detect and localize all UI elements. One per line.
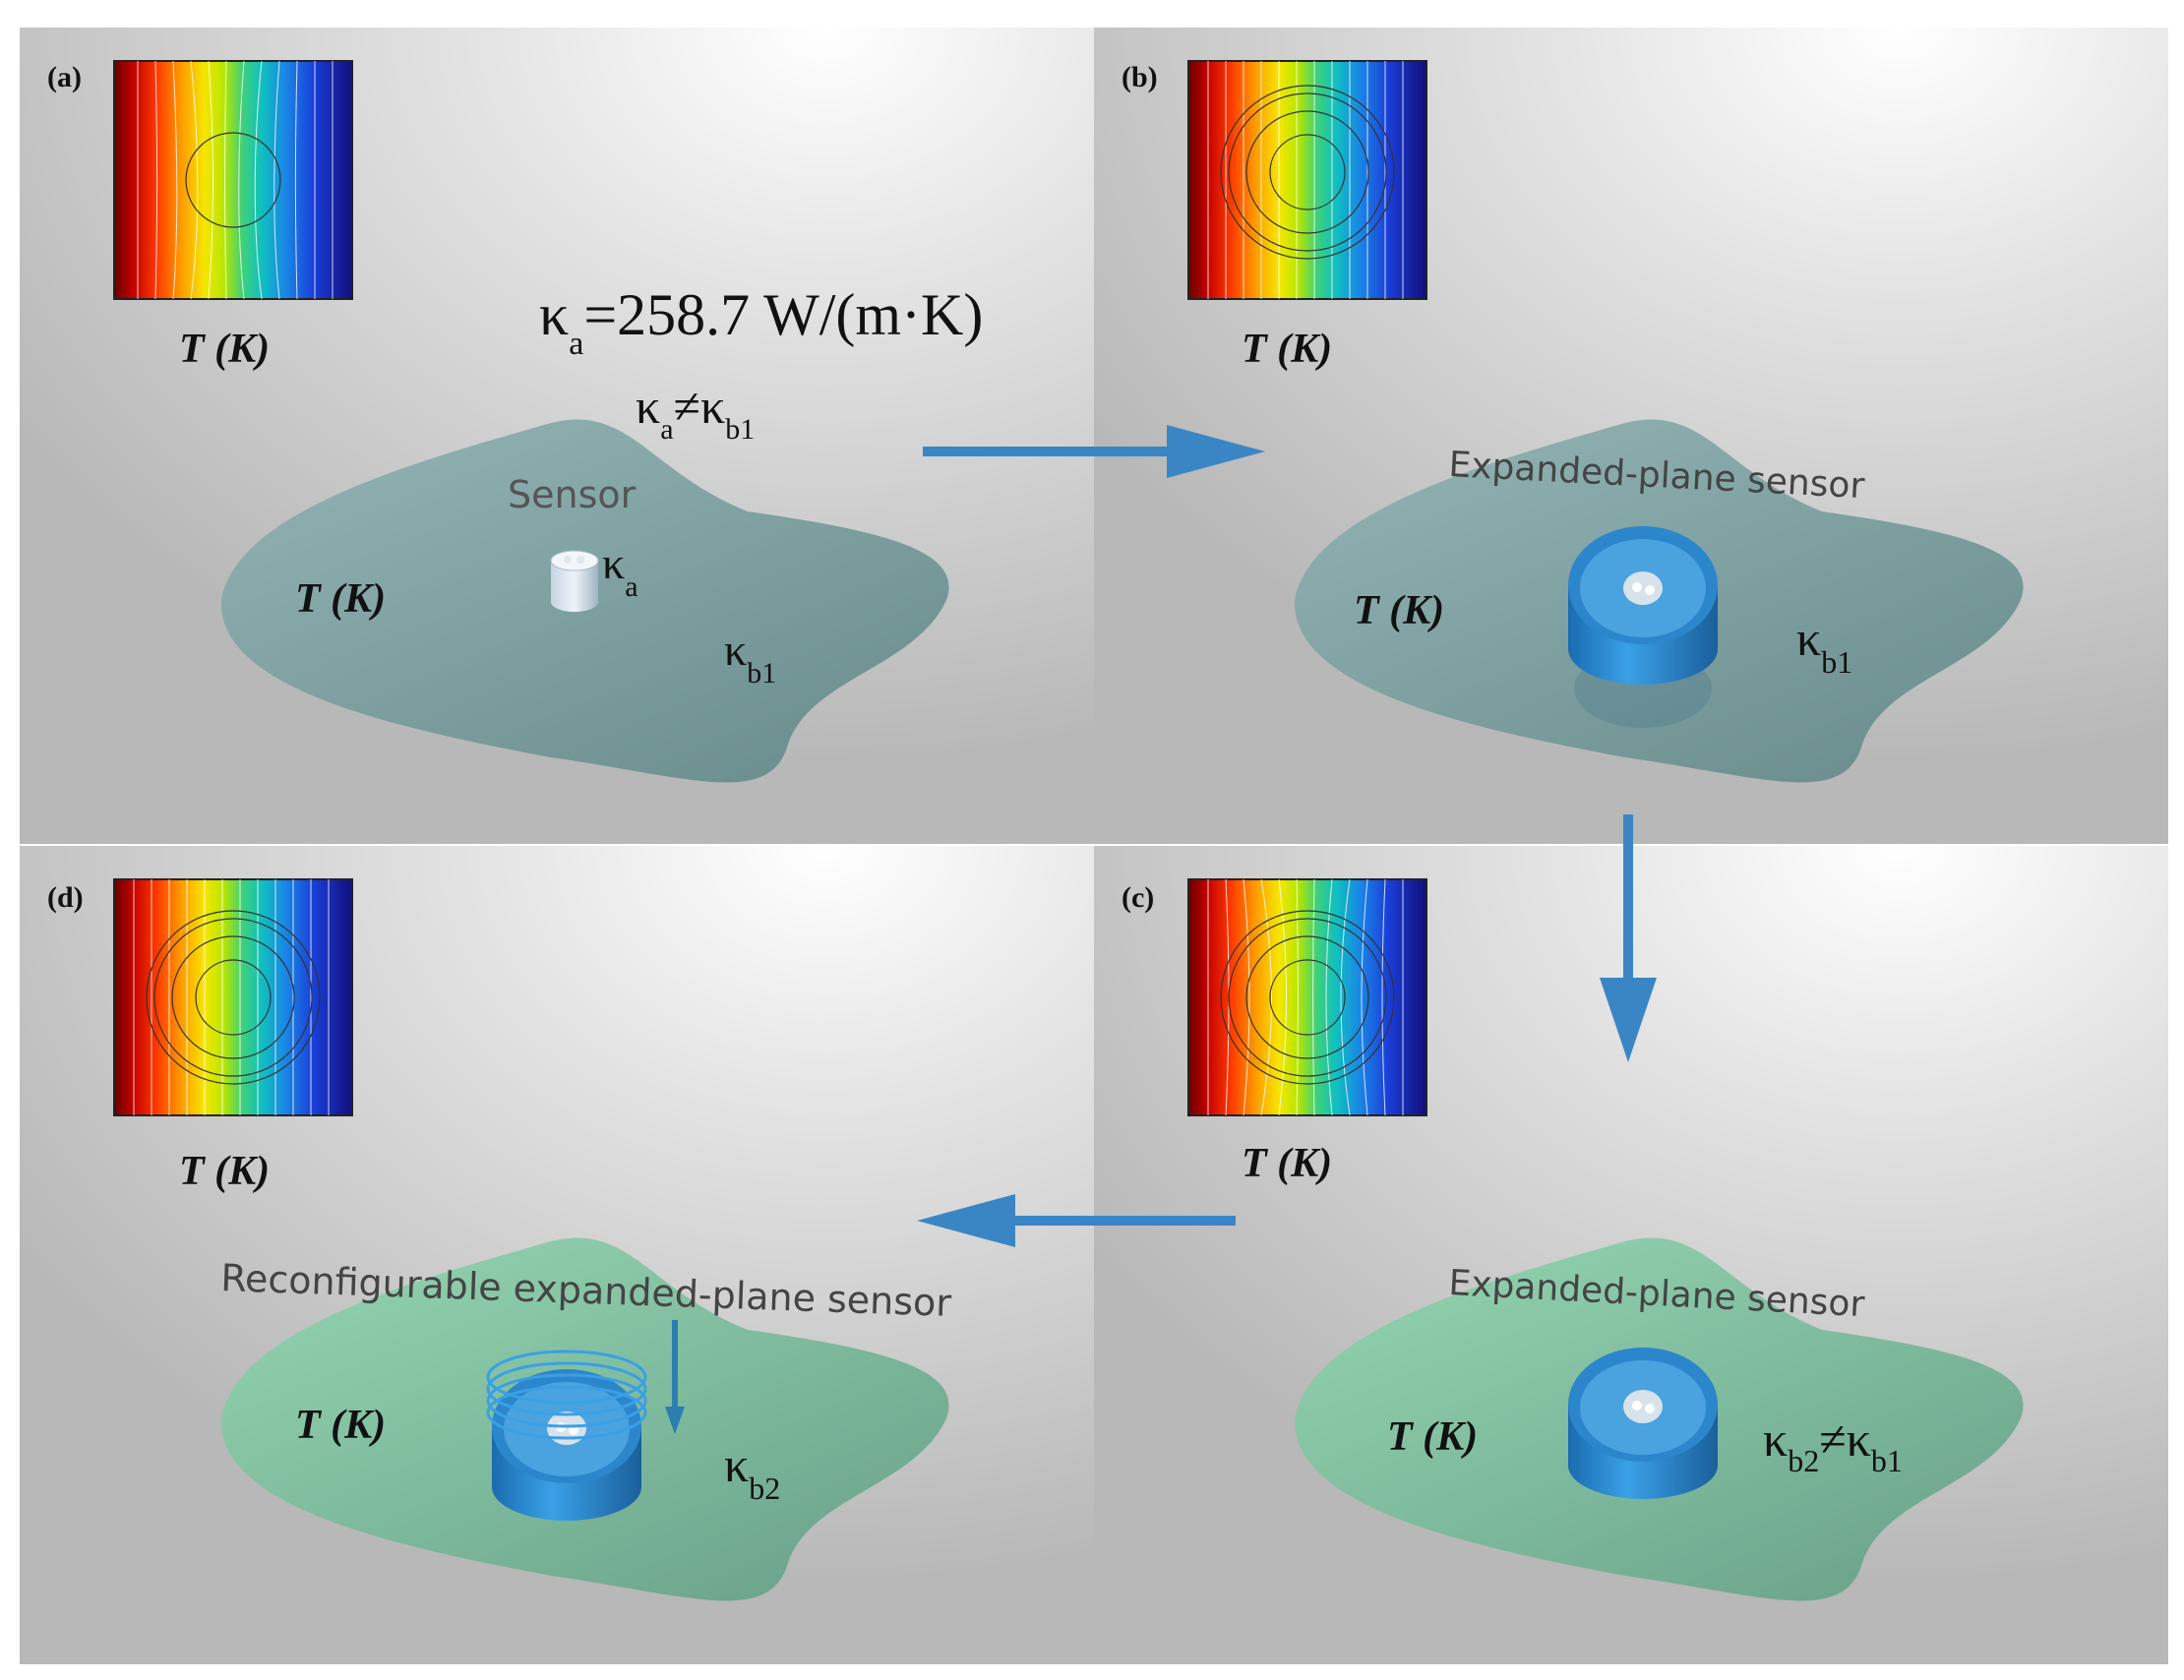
arrow-c-to-d-icon	[917, 1194, 1236, 1247]
reconfigurable-sensor-d	[486, 1320, 685, 1521]
thermal-inset-d	[113, 878, 353, 1116]
thermal-inset-b	[1187, 60, 1427, 300]
region-label-d: T (K)	[295, 1403, 386, 1448]
inset-label-b: T (K)	[1242, 327, 1332, 372]
down-small-arrow-icon	[665, 1320, 685, 1434]
thermal-inset-c	[1187, 878, 1427, 1116]
isotherm-lines	[133, 879, 330, 1115]
panel-letter-d: (d)	[47, 881, 84, 914]
expanded-sensor-b	[1568, 526, 1718, 728]
arrow-b-to-c-icon	[1600, 814, 1657, 1062]
isotherm-lines	[1207, 878, 1404, 1116]
arrow-a-to-b-icon	[923, 425, 1265, 478]
panel-letter-a: (a)	[47, 61, 82, 93]
bg-kappa-d: κb2	[724, 1437, 780, 1506]
region-label-a: T (K)	[295, 576, 386, 622]
region-label-c: T (K)	[1387, 1414, 1478, 1460]
sensor-caption-a: Sensor	[508, 473, 637, 516]
region-label-b: T (K)	[1354, 588, 1444, 633]
thermal-inset-a	[113, 60, 353, 300]
panel-letter-b: (b)	[1122, 61, 1158, 93]
inset-label-d: T (K)	[179, 1149, 270, 1194]
isotherm-lines	[137, 60, 334, 300]
bg-kappa-a: κb1	[724, 625, 776, 690]
sensor-kappa-a: κa	[602, 538, 638, 603]
isotherm-lines	[1207, 61, 1404, 299]
expanded-sensor-c	[1568, 1348, 1718, 1499]
inset-label-a: T (K)	[179, 327, 270, 372]
panel-letter-c: (c)	[1122, 881, 1154, 914]
inequality-c: κb2≠κb1	[1763, 1411, 1903, 1478]
reconfigurable-rings	[486, 1350, 647, 1440]
inset-label-c: T (K)	[1242, 1141, 1332, 1186]
bg-kappa-b: κb1	[1796, 611, 1852, 680]
conductivity-equation: κa=258.7 W/(m·K)	[539, 282, 983, 362]
small-sensor-cylinder	[550, 550, 599, 612]
inequality-a: κa≠κb1	[636, 379, 755, 446]
